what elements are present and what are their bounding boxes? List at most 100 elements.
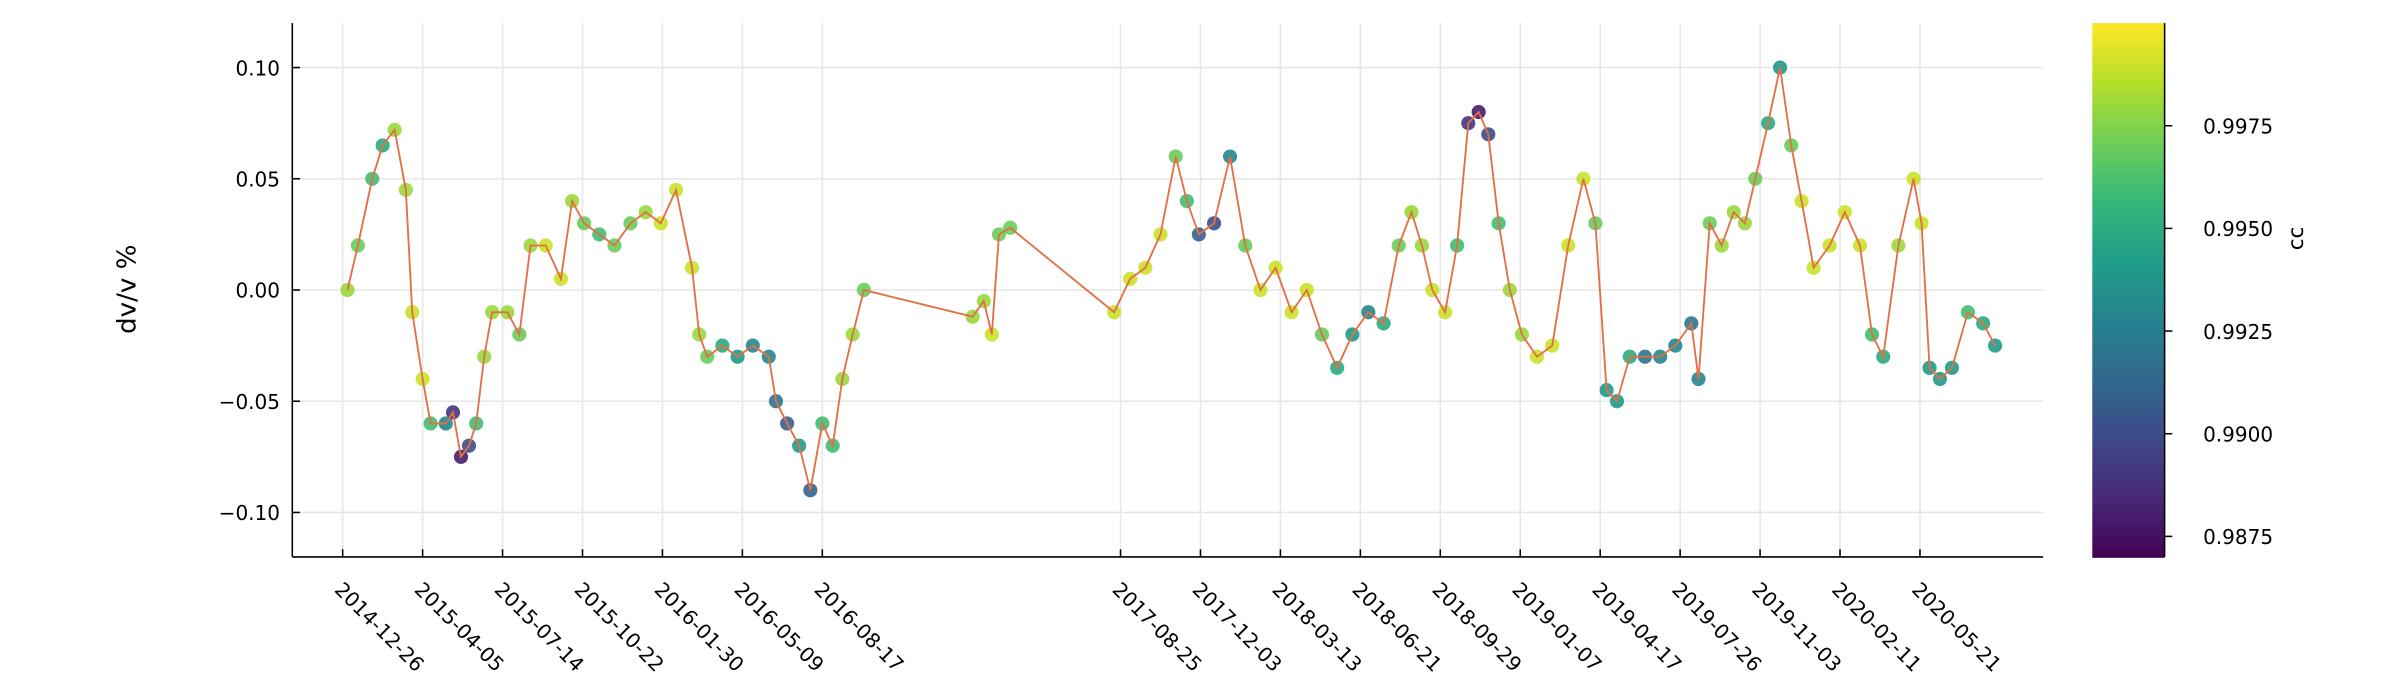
colorbar-band [2092,552,2165,558]
colorbar-band [2092,316,2165,323]
colorbar-band [2092,467,2165,474]
colorbar-band [2092,370,2165,376]
colorbar-band [2092,263,2165,269]
colorbar-band [2092,432,2165,438]
colorbar-band [2092,334,2165,340]
colorbar-band [2092,481,2165,487]
y-tick-label: 0.00 [235,279,280,303]
colorbar-band [2092,516,2165,523]
colorbar-band [2092,276,2165,283]
colorbar-band [2092,294,2165,300]
colorbar-band [2092,245,2165,251]
colorbar-band [2092,392,2165,398]
colorbar-band [2092,36,2165,42]
colorbar-band [2092,387,2165,394]
colorbar-band [2092,539,2165,545]
colorbar-band [2092,499,2165,505]
colorbar-band [2092,258,2165,265]
colorbar-band [2092,174,2165,180]
colorbar-band [2092,254,2165,260]
colorbar-band [2092,205,2165,211]
colorbar-band [2092,129,2165,136]
colorbar-band [2092,352,2165,358]
colorbar-tick-label: 0.9875 [2203,525,2273,549]
colorbar-band [2092,201,2165,207]
y-tick-label: 0.10 [235,56,280,80]
y-axis-label: dv/v % [112,244,142,334]
colorbar-band [2092,521,2165,527]
colorbar-band [2092,187,2165,194]
colorbar-band [2092,330,2165,336]
colorbar-band [2092,548,2165,554]
colorbar-band [2092,223,2165,229]
colorbar-band [2092,134,2165,140]
colorbar-band [2092,31,2165,38]
colorbar-band [2092,138,2165,145]
colorbar-band [2092,290,2165,296]
colorbar-band [2092,485,2165,492]
colorbar-band [2092,267,2165,274]
colorbar-band [2092,165,2165,171]
colorbar-band [2092,80,2165,87]
colorbar-band [2092,543,2165,549]
colorbar-band [2092,347,2165,354]
colorbar-band [2092,183,2165,189]
colorbar-band [2092,272,2165,278]
colorbar-band [2092,285,2165,291]
colorbar-band [2092,160,2165,167]
colorbar-band [2092,419,2165,425]
colorbar-band [2092,58,2165,65]
colorbar-band [2092,232,2165,238]
colorbar-band [2092,463,2165,469]
colorbar-band [2092,361,2165,367]
colorbar-band [2092,374,2165,380]
colorbar-band [2092,472,2165,478]
colorbar-band [2092,72,2165,78]
colorbar-band [2092,209,2165,216]
colorbar-band [2092,67,2165,73]
colorbar-band [2092,445,2165,452]
colorbar-band [2092,120,2165,127]
series-line [346,67,1996,491]
colorbar-band [2092,40,2165,47]
colorbar-band [2092,503,2165,509]
colorbar-band [2092,441,2165,447]
colorbar-band [2092,303,2165,309]
colorbar-band [2092,63,2165,69]
colorbar-band [2092,525,2165,532]
colorbar-band [2092,98,2165,105]
y-tick-label: −0.10 [219,501,280,525]
colorbar-band [2092,414,2165,420]
colorbar-band [2092,54,2165,60]
colorbar-band [2092,343,2165,349]
colorbar-band [2092,241,2165,247]
colorbar-band [2092,459,2165,465]
colorbar-band [2092,365,2165,371]
colorbar-band [2092,534,2165,541]
colorbar-band [2092,125,2165,131]
colorbar-band [2092,196,2165,202]
colorbar-band [2092,147,2165,154]
colorbar-band [2092,507,2165,514]
points [340,60,2003,498]
colorbar-band [2092,530,2165,536]
colorbar-band [2092,27,2165,33]
colorbar-band [2092,356,2165,363]
colorbar-band [2092,512,2165,518]
colorbar-band [2092,249,2165,256]
colorbar-band [2092,23,2165,29]
colorbar-band [2092,85,2165,91]
colorbar-band [2092,214,2165,220]
colorbar-band [2092,307,2165,314]
colorbar-band [2092,112,2165,118]
colorbar-band [2092,169,2165,176]
colorbar-band [2092,49,2165,56]
colorbar-band [2092,76,2165,82]
colorbar-band [2092,378,2165,385]
colorbar-band [2092,312,2165,318]
colorbar-band [2092,454,2165,460]
colorbar-tick-label: 0.9975 [2203,114,2273,138]
colorbar-band [2092,227,2165,234]
